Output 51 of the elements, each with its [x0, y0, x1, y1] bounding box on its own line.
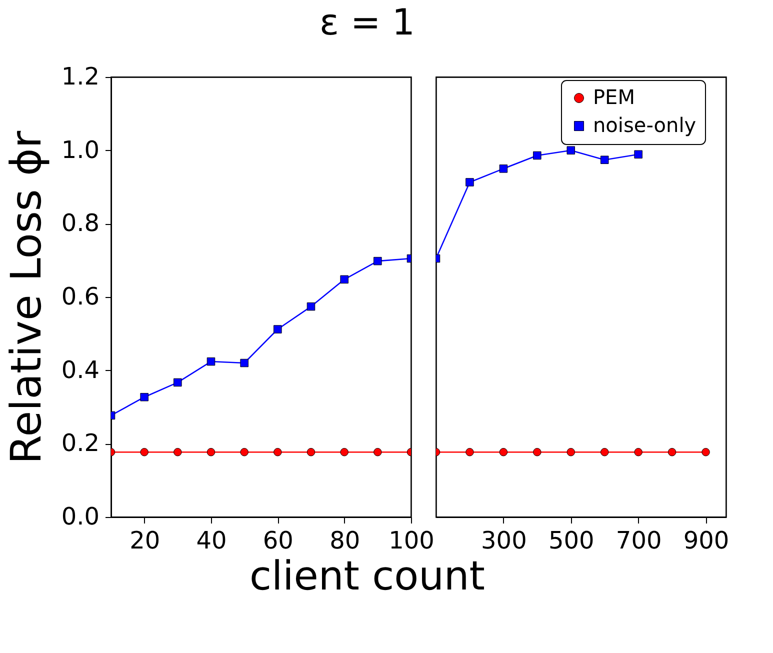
point — [140, 392, 148, 402]
point — [374, 256, 382, 266]
point — [340, 275, 348, 284]
y-tick-label: 0.4 — [61, 356, 100, 384]
y-tick-label: 1.0 — [61, 136, 100, 164]
point — [566, 146, 576, 154]
point — [466, 178, 474, 186]
point — [600, 448, 609, 456]
point — [466, 448, 474, 456]
point — [240, 448, 248, 456]
point — [240, 358, 248, 368]
point — [668, 448, 676, 456]
x-tick-label: 20 — [130, 526, 160, 554]
point — [533, 448, 542, 456]
x-axis-title: client count — [250, 554, 485, 600]
x-tick-label: 300 — [481, 526, 527, 554]
y-axis-title: Relative Loss ϕr — [1, 130, 50, 464]
point — [206, 357, 216, 366]
y-tick-label: 0.6 — [61, 282, 100, 310]
y-tick-label: 1.2 — [61, 62, 100, 90]
point — [206, 448, 216, 456]
point — [499, 164, 508, 173]
point — [533, 151, 542, 160]
x-tick-label: 60 — [262, 526, 294, 554]
point — [499, 448, 508, 456]
point — [634, 150, 642, 158]
y-tick-label: 0.2 — [61, 429, 100, 458]
point — [174, 448, 182, 456]
point — [274, 448, 282, 456]
legend-label: PEM — [593, 85, 635, 109]
point — [634, 448, 642, 456]
y-tick-label: 0.0 — [61, 502, 100, 530]
point — [374, 448, 382, 456]
x-tick-label: 900 — [683, 526, 730, 554]
point — [600, 156, 609, 164]
chart-title: ε = 1 — [320, 2, 415, 44]
point — [340, 448, 348, 456]
x-tick-label: 700 — [616, 526, 662, 554]
point — [306, 302, 316, 311]
x-tick-label: 40 — [196, 526, 227, 554]
point — [174, 378, 182, 387]
x-tick-label: 100 — [388, 526, 434, 554]
x-tick-label: 500 — [548, 526, 594, 554]
point — [702, 448, 710, 456]
y-tick-label: 0.8 — [61, 209, 100, 238]
point — [306, 448, 316, 456]
point — [566, 448, 576, 456]
x-tick-label: 80 — [330, 526, 360, 554]
point — [274, 325, 282, 334]
legend-label: noise-only — [593, 113, 696, 137]
point — [140, 448, 148, 456]
